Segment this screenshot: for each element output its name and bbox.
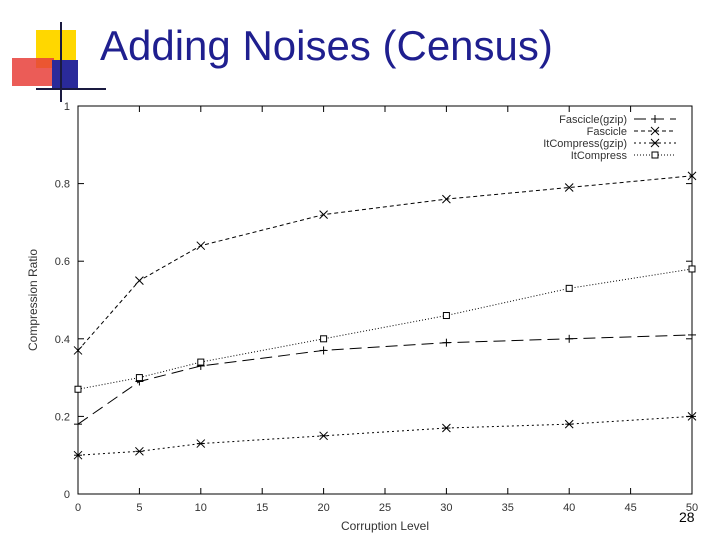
- data-point-star: [687, 412, 697, 421]
- data-point-x: [73, 346, 83, 355]
- data-point-x: [442, 194, 451, 204]
- series-line-3: [77, 268, 693, 390]
- accent-vertical-line: [60, 22, 62, 102]
- x-axis-label: Corruption Level: [341, 519, 429, 533]
- data-point-star: [196, 439, 206, 448]
- data-point-square: [74, 385, 82, 393]
- slide-title: Adding Noises (Census): [100, 22, 553, 69]
- data-point-x: [687, 171, 697, 181]
- legend-label: Fascicle(gzip): [559, 114, 627, 126]
- data-point-x: [135, 276, 144, 285]
- data-point-square: [135, 374, 143, 382]
- x-tick-label: 10: [195, 502, 207, 514]
- x-tick-label: 25: [379, 502, 391, 514]
- data-point-square: [442, 312, 450, 320]
- x-tick-label: 35: [502, 502, 514, 514]
- accent-blue-square: [52, 60, 78, 90]
- x-tick-label: 45: [624, 502, 636, 514]
- accent-red-square: [12, 58, 54, 86]
- series-line-2: [77, 415, 693, 456]
- legend-label: ItCompress(gzip): [543, 138, 627, 150]
- data-point-square: [197, 358, 205, 366]
- data-point-star: [564, 419, 574, 429]
- y-axis-label: Compression Ratio: [26, 249, 40, 351]
- series-line-0: [77, 334, 693, 425]
- legend-label: ItCompress: [571, 150, 628, 162]
- data-point-x: [319, 210, 328, 219]
- y-tick-label: 1: [64, 101, 70, 113]
- data-point-square: [565, 284, 573, 292]
- series-line-1: [77, 175, 693, 351]
- data-point-star: [319, 431, 328, 441]
- y-tick-label: 0.8: [55, 179, 70, 191]
- x-tick-label: 5: [136, 502, 142, 514]
- legend-label: Fascicle: [587, 126, 627, 138]
- y-tick-label: 0: [64, 489, 70, 501]
- y-tick-label: 0.4: [55, 334, 70, 346]
- legend-marker: [651, 151, 659, 159]
- x-tick-label: 0: [75, 502, 81, 514]
- x-tick-label: 15: [256, 502, 268, 514]
- plot-frame: [77, 105, 693, 495]
- data-point-star: [442, 423, 451, 433]
- legend-marker: [650, 138, 660, 148]
- data-point-square: [688, 265, 696, 273]
- page-number: 28: [679, 509, 695, 525]
- x-tick-label: 40: [563, 502, 575, 514]
- y-tick-label: 0.2: [55, 411, 70, 423]
- x-tick-label: 20: [317, 502, 329, 514]
- data-point-x: [564, 183, 574, 192]
- data-point-star: [73, 450, 83, 460]
- x-tick-label: 30: [440, 502, 452, 514]
- data-point-square: [320, 335, 328, 343]
- accent-horizontal-line: [36, 88, 106, 90]
- data-point-x: [196, 241, 206, 251]
- data-point-star: [135, 446, 144, 456]
- x-tick-label: 50: [686, 502, 698, 514]
- y-tick-label: 0.6: [55, 256, 70, 268]
- legend-marker: [650, 126, 660, 136]
